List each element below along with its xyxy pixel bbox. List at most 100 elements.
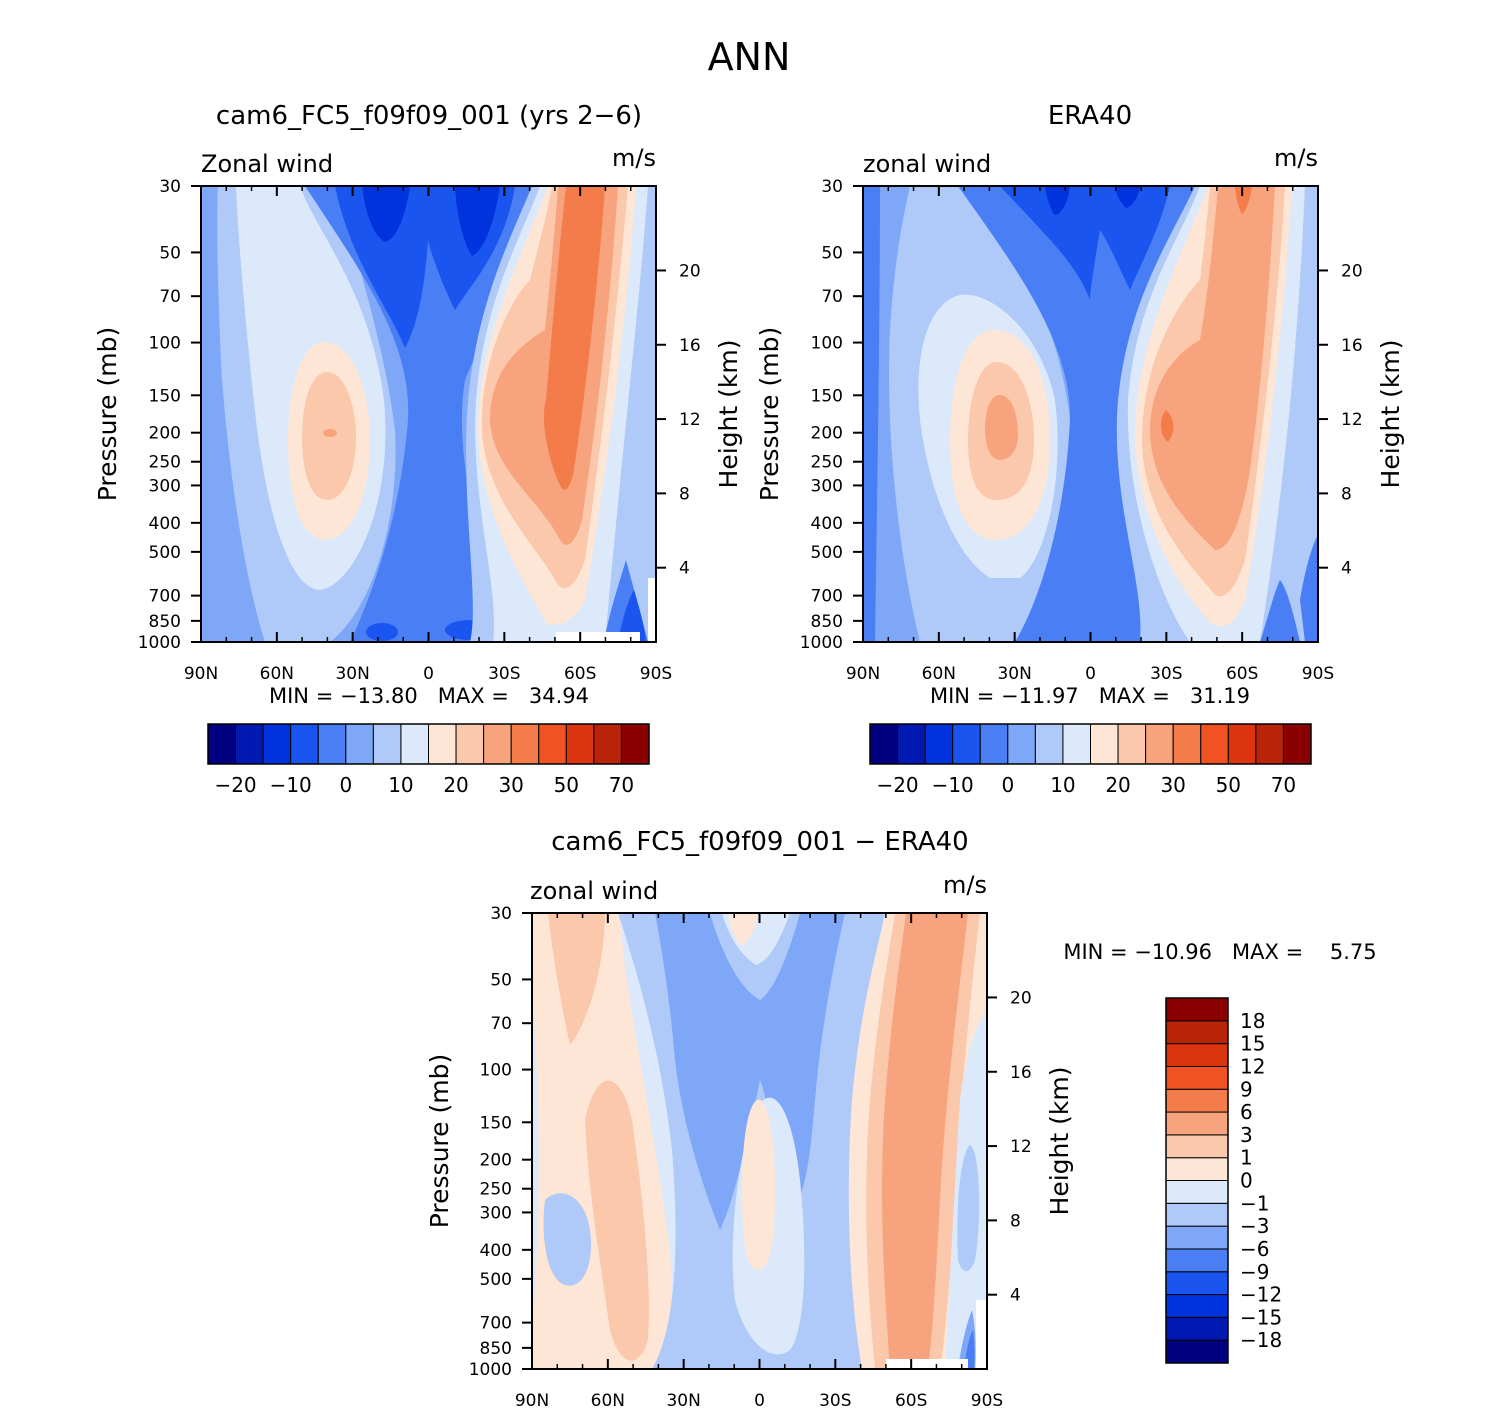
y-tick-label: 150	[811, 386, 843, 406]
y-tick-label: 850	[149, 612, 181, 632]
colorbar-box	[538, 723, 567, 765]
colorbar-box	[455, 723, 485, 765]
height-tick-label: 4	[1341, 559, 1352, 579]
contour-field	[201, 186, 656, 642]
height-tick-label: 4	[679, 559, 690, 579]
y-tick-label: 100	[149, 334, 181, 354]
colorbar-label: −12	[1240, 1283, 1282, 1307]
colorbar-box	[979, 723, 1009, 765]
colorbar-box	[1165, 1271, 1229, 1296]
missing-mask	[976, 1300, 987, 1369]
x-tick-label: 90N	[846, 664, 880, 684]
band-lvl-11	[543, 186, 605, 490]
colorbar-box	[1165, 1111, 1229, 1136]
band-lvl-10	[323, 429, 337, 437]
colorbar: −20 −10 0 10 20 30 50 70	[869, 723, 1312, 797]
colorbar-label: −20	[876, 773, 918, 797]
y-tick-label: 30	[159, 177, 181, 197]
missing-mask	[648, 578, 656, 642]
colorbar-box	[565, 723, 595, 765]
band-lvl-3	[366, 623, 398, 641]
colorbar-label: −20	[214, 773, 256, 797]
y-tick-label: 500	[480, 1270, 512, 1290]
colorbar-box	[235, 723, 264, 765]
colorbar-box	[1165, 1157, 1229, 1181]
band-lvl-11	[1160, 410, 1174, 442]
y-axis-label: Pressure (mb)	[755, 327, 784, 501]
height-tick-label: 20	[1341, 261, 1363, 281]
colorbar-label: 12	[1240, 1054, 1265, 1078]
height-tick-label: 8	[1010, 1211, 1021, 1231]
panel-obs: ERA40 zonal wind m/s 3050701001502002503…	[755, 101, 1405, 797]
colorbar-frame	[1165, 997, 1229, 1364]
y-tick-label: 700	[480, 1314, 512, 1334]
colorbar-label: 0	[1001, 773, 1014, 797]
y-tick-label: 700	[149, 587, 181, 607]
missing-mask	[556, 632, 640, 642]
colorbar-label: 20	[443, 773, 468, 797]
colorbar-frame	[869, 723, 1312, 765]
y-tick-label: 30	[821, 177, 843, 197]
y-tick-label: 250	[480, 1180, 512, 1200]
colorbar-label: −15	[1240, 1305, 1282, 1329]
y-tick-label: 250	[149, 453, 181, 473]
y-axis-right-label: Height (km)	[1045, 1067, 1074, 1216]
colorbar-box	[1062, 723, 1091, 765]
colorbar-box	[1117, 723, 1147, 765]
x-tick-label: 0	[423, 664, 434, 684]
y-tick-label: 70	[821, 287, 843, 307]
y-tick-label: 300	[149, 476, 181, 496]
axes: 305070100150200250300400500700850100090N…	[800, 177, 1363, 684]
colorbar-box	[483, 723, 512, 765]
colorbar-box	[317, 723, 347, 765]
x-tick-label: 30S	[1150, 664, 1182, 684]
colorbar-label: 0	[1240, 1169, 1253, 1193]
min-max-text: MIN = −11.97 MAX = 31.19	[930, 684, 1250, 708]
y-tick-label: 200	[149, 424, 181, 444]
height-tick-label: 4	[1010, 1286, 1021, 1306]
colorbar-box	[1165, 1134, 1229, 1159]
band-lvl-2	[1045, 186, 1140, 215]
colorbar-box	[1145, 723, 1174, 765]
band-lvl-4	[958, 186, 1195, 642]
y-tick-label: 400	[480, 1241, 512, 1261]
y-tick-label: 50	[159, 243, 181, 263]
colorbar-label: 70	[609, 773, 634, 797]
colorbar-box	[1282, 723, 1312, 765]
band-lvl-11	[1235, 186, 1252, 214]
height-tick-label: 16	[1010, 1063, 1032, 1083]
units-label: m/s	[612, 144, 656, 172]
y-tick-label: 100	[480, 1061, 512, 1081]
colorbar-box	[897, 723, 926, 765]
colorbar-box	[1165, 1316, 1229, 1341]
panel-model: cam6_FC5_f09f09_001 (yrs 2−6) Zonal wind…	[93, 101, 743, 797]
x-tick-label: 90N	[515, 1391, 549, 1411]
colorbar-label: −1	[1240, 1191, 1269, 1215]
y-tick-label: 1000	[138, 633, 181, 653]
axes: 305070100150200250300400500700850100090N…	[469, 904, 1032, 1411]
colorbar-box	[1165, 1043, 1229, 1067]
height-tick-label: 12	[679, 410, 701, 430]
y-tick-label: 200	[480, 1151, 512, 1171]
x-tick-label: 90S	[1302, 664, 1334, 684]
x-tick-label: 90S	[640, 664, 672, 684]
contour-field	[532, 913, 987, 1369]
colorbar-label: 1	[1240, 1146, 1253, 1170]
band-lvl-10	[985, 395, 1018, 460]
missing-mask	[886, 1359, 968, 1369]
colorbar-label: −10	[270, 773, 312, 797]
x-tick-label: 60S	[1226, 664, 1258, 684]
colorbar-box	[290, 723, 319, 765]
height-tick-label: 20	[1010, 988, 1032, 1008]
colorbar-box	[1165, 1294, 1229, 1318]
y-tick-label: 30	[490, 904, 512, 924]
colorbar-box	[207, 723, 237, 765]
band-lvl-10	[1150, 186, 1275, 550]
colorbar-box	[593, 723, 622, 765]
colorbar-label: 10	[388, 773, 413, 797]
x-tick-label: 90N	[184, 664, 218, 684]
band-lvl-10	[882, 913, 968, 1369]
colorbar-box	[1165, 1225, 1229, 1250]
x-tick-label: 30S	[488, 664, 520, 684]
min-max-text: MIN = −10.96 MAX = 5.75	[1063, 940, 1376, 964]
